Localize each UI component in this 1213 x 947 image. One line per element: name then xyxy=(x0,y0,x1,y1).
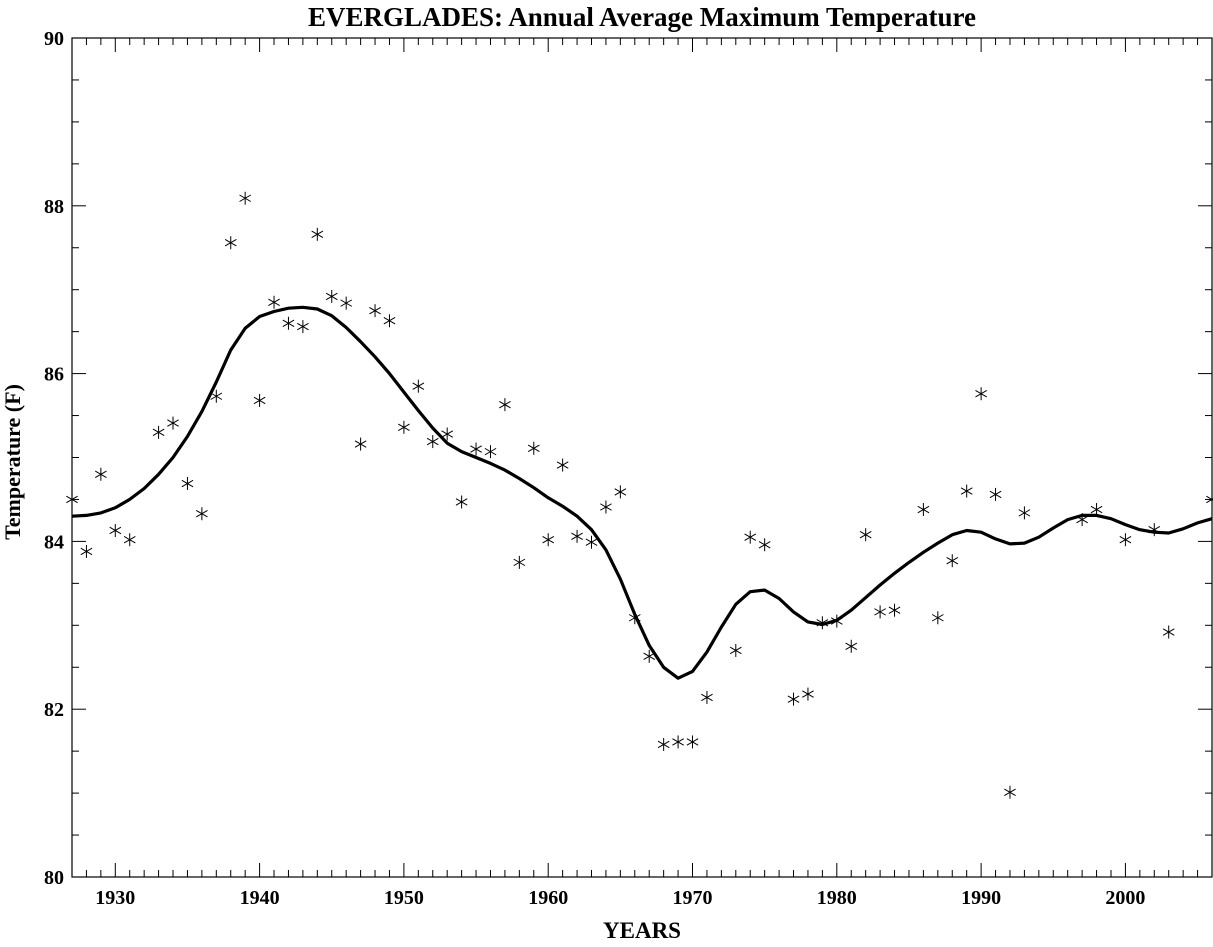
data-point-asterisk xyxy=(1119,533,1132,547)
data-point-asterisk xyxy=(1148,523,1161,537)
data-point-asterisk xyxy=(282,316,295,330)
data-point-asterisk xyxy=(152,425,165,439)
data-point-asterisk xyxy=(340,296,353,310)
data-point-asterisk xyxy=(80,544,93,558)
x-axis-label: YEARS xyxy=(603,918,681,943)
plot-frame xyxy=(71,37,1213,878)
data-point-asterisk xyxy=(888,603,901,617)
data-point-asterisk xyxy=(542,533,555,547)
data-point-asterisk xyxy=(354,437,367,451)
data-point-asterisk xyxy=(802,687,814,701)
x-tick-label: 1980 xyxy=(817,887,857,909)
data-point-asterisk xyxy=(66,492,78,506)
data-point-asterisk xyxy=(268,295,280,309)
data-point-asterisk xyxy=(94,467,107,481)
axis-ticks xyxy=(71,37,1213,878)
y-tick-label: 90 xyxy=(44,28,64,50)
data-point-asterisk xyxy=(946,554,959,568)
data-point-asterisk xyxy=(657,737,670,751)
chart-title: EVERGLADES: Annual Average Maximum Tempe… xyxy=(308,2,976,32)
x-tick-label: 2000 xyxy=(1105,887,1145,909)
data-point-asterisk xyxy=(224,236,237,250)
data-point-asterisk xyxy=(975,387,987,401)
x-tick-label: 1930 xyxy=(95,887,135,909)
data-point-asterisk xyxy=(989,487,1002,501)
data-point-asterisk xyxy=(643,649,656,663)
data-point-asterisk xyxy=(787,692,800,706)
y-tick-label: 86 xyxy=(44,364,64,386)
data-point-asterisk xyxy=(744,530,757,544)
data-point-asterisk xyxy=(729,643,742,657)
data-point-asterisk xyxy=(931,611,944,625)
data-point-asterisk xyxy=(239,191,252,205)
data-point-asterisk xyxy=(311,227,324,241)
data-point-asterisk xyxy=(181,477,194,491)
data-point-asterisk xyxy=(686,735,699,749)
data-point-asterisk xyxy=(499,398,511,412)
data-point-asterisk xyxy=(701,690,713,704)
y-tick-label: 88 xyxy=(44,196,64,218)
data-point-asterisk xyxy=(1004,785,1016,799)
data-point-asterisk xyxy=(297,320,309,334)
data-point-asterisk xyxy=(600,500,612,514)
data-point-asterisk xyxy=(585,535,598,549)
data-point-asterisk xyxy=(556,458,569,472)
smoothed-trend-line xyxy=(71,305,1213,680)
data-point-asterisk xyxy=(455,495,468,509)
data-point-asterisk xyxy=(859,528,872,542)
y-tick-label: 84 xyxy=(44,531,64,553)
data-point-asterisk xyxy=(441,427,454,441)
data-point-asterisk xyxy=(195,507,208,521)
data-point-asterisk xyxy=(253,393,266,407)
data-point-asterisk xyxy=(845,639,858,653)
y-axis-label: Temperature (F) xyxy=(0,384,25,540)
x-tick-label: 1970 xyxy=(673,887,713,909)
data-point-asterisk xyxy=(109,523,122,537)
data-point-asterisk xyxy=(527,441,540,455)
x-tick-label: 1940 xyxy=(240,887,280,909)
data-point-asterisk xyxy=(758,538,771,552)
data-point-asterisk xyxy=(123,533,136,547)
scatter-series xyxy=(66,191,1213,799)
x-tick-label: 1950 xyxy=(384,887,424,909)
x-tick-label: 1960 xyxy=(528,887,568,909)
data-point-asterisk xyxy=(1018,506,1031,520)
data-point-asterisk xyxy=(1162,625,1175,639)
x-tick-label: 1990 xyxy=(961,887,1001,909)
data-point-asterisk xyxy=(917,503,930,517)
data-point-asterisk xyxy=(874,605,886,619)
data-point-asterisk xyxy=(571,529,583,543)
data-point-asterisk xyxy=(672,735,684,749)
data-point-asterisk xyxy=(960,484,973,498)
data-point-asterisk xyxy=(210,389,223,403)
data-point-asterisk xyxy=(1206,492,1213,506)
data-point-asterisk xyxy=(398,420,410,434)
data-point-asterisk xyxy=(513,555,526,569)
data-point-asterisk xyxy=(470,442,482,456)
data-point-asterisk xyxy=(369,304,381,318)
data-point-asterisk xyxy=(167,416,179,430)
data-point-asterisk xyxy=(426,435,439,449)
x-tick-labels: 1930 1940 1950 1960 1970 1980 1990 2000 xyxy=(95,887,1145,909)
data-point-asterisk xyxy=(412,379,425,393)
y-tick-labels: 80 82 84 86 88 90 xyxy=(44,28,64,889)
data-point-asterisk xyxy=(325,289,338,303)
data-point-asterisk xyxy=(484,445,497,459)
data-point-asterisk xyxy=(383,314,396,328)
data-point-asterisk xyxy=(614,485,627,499)
y-tick-label: 80 xyxy=(44,867,64,889)
y-tick-label: 82 xyxy=(44,699,64,721)
